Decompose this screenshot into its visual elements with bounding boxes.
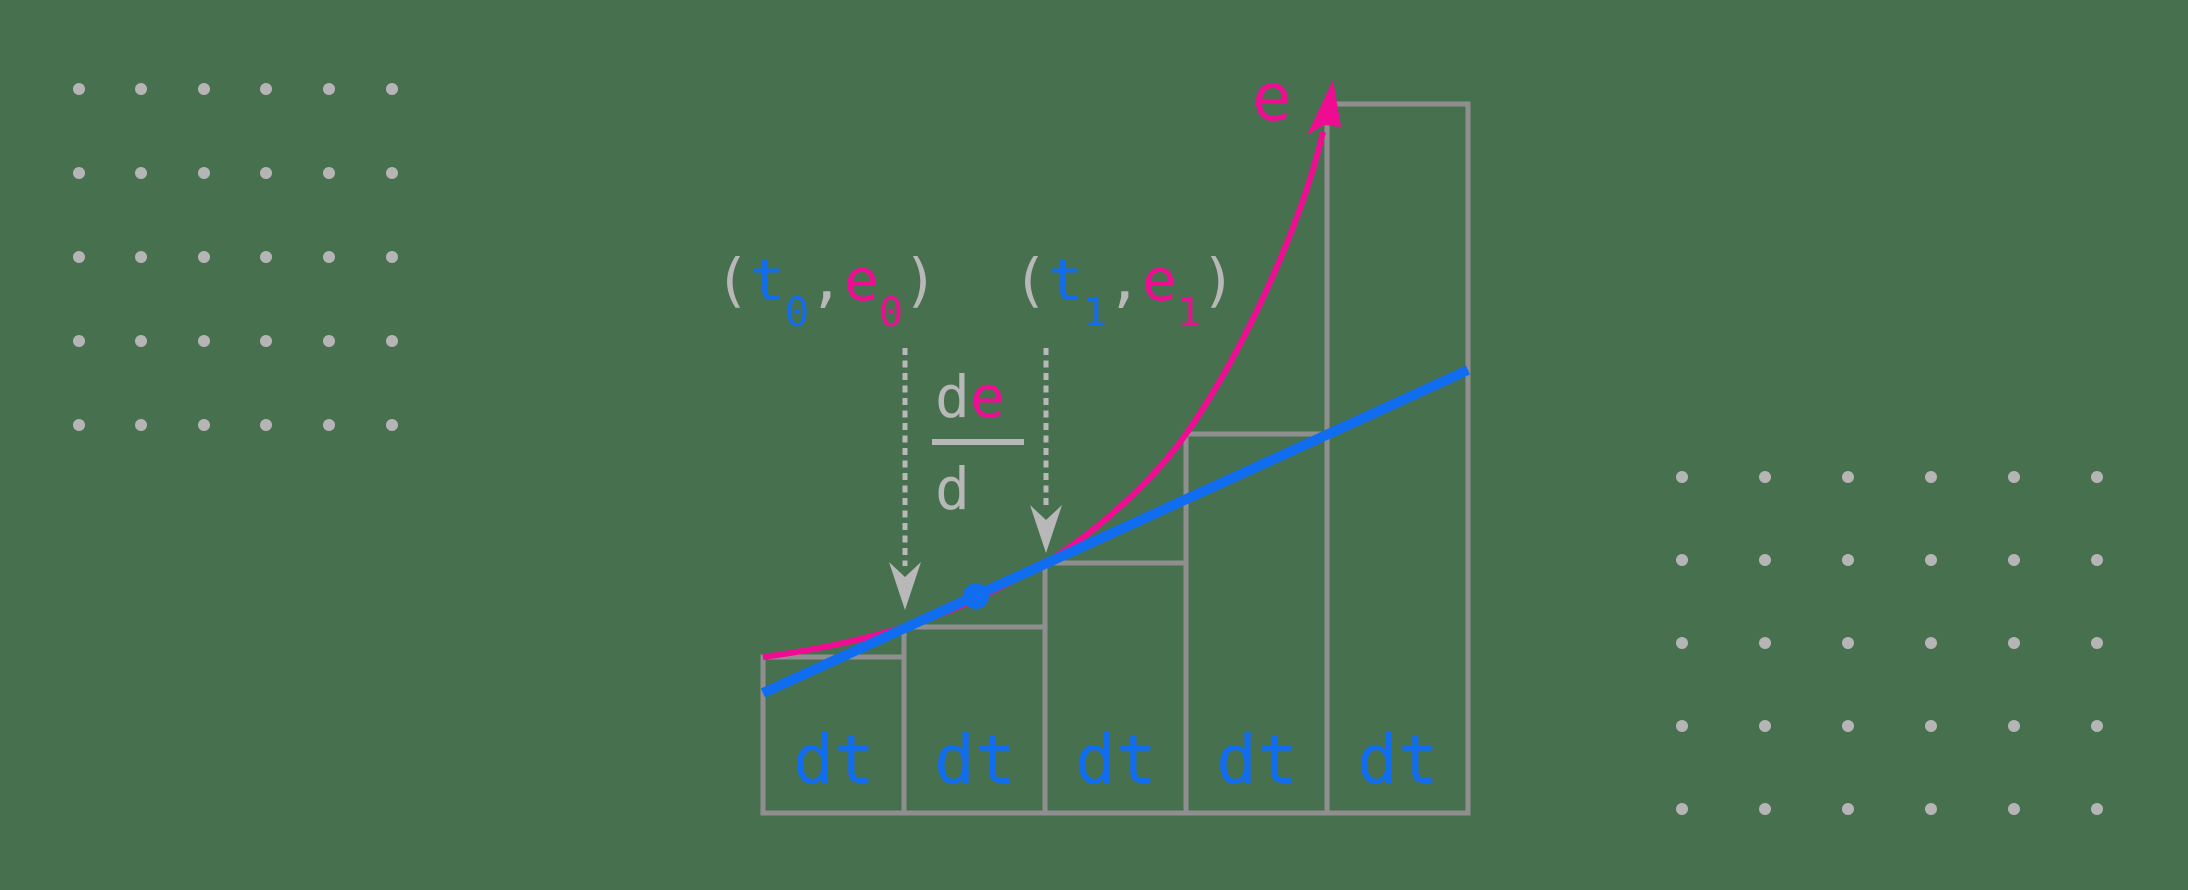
t0-t-var: t: [750, 246, 785, 314]
point-label-t1: ( t 1 , e 1 ): [1013, 246, 1236, 336]
t1-t-subscript: 1: [1083, 290, 1107, 336]
bar-4-dt-label: dt: [1216, 721, 1298, 800]
t1-e-subscript: 1: [1177, 290, 1201, 336]
t1-open-paren: (: [1013, 246, 1048, 314]
t1-comma: ,: [1107, 246, 1142, 314]
t0-close-paren: ): [903, 246, 938, 314]
fraction-numerator-e: e: [970, 363, 1005, 431]
t0-open-paren: (: [715, 246, 750, 314]
derivative-fraction: d e d: [932, 363, 1024, 523]
t1-close-paren: ): [1201, 246, 1236, 314]
exponential-curve: [762, 80, 1341, 660]
curve-label-e: e: [1252, 59, 1292, 136]
bar-1-dt-label: dt: [793, 721, 875, 800]
fraction-bar: [932, 439, 1024, 445]
t0-e-subscript: 0: [879, 290, 903, 336]
dotted-arrow-t0: [889, 348, 921, 610]
step-bar-5: [1324, 101, 1471, 816]
tangent-point-dot: [963, 583, 989, 609]
tangent-line: [760, 365, 1471, 698]
bar-3-dt-label: dt: [1075, 721, 1157, 800]
point-label-t0: ( t 0 , e 0 ): [715, 246, 938, 336]
curve-arrowhead-icon: [1307, 80, 1341, 135]
bar-5-dt-label: dt: [1357, 721, 1439, 800]
dotted-arrow-t1-head-icon: [1030, 505, 1062, 553]
exponential-curve-path: [762, 131, 1326, 660]
fraction-numerator-d: d: [935, 363, 970, 431]
dotted-arrow-t1: [1030, 348, 1062, 553]
step-bars: [760, 101, 1471, 816]
t1-e-var: e: [1142, 246, 1177, 314]
bar-2-dt-label: dt: [934, 721, 1016, 800]
t1-t-var: t: [1048, 246, 1083, 314]
t0-t-subscript: 0: [785, 290, 809, 336]
bar-dt-labels: dt dt dt dt dt: [793, 721, 1439, 800]
t0-comma: ,: [809, 246, 844, 314]
dotted-arrow-t0-head-icon: [889, 562, 921, 610]
fraction-denominator-d: d: [935, 455, 970, 523]
t0-e-var: e: [844, 246, 879, 314]
